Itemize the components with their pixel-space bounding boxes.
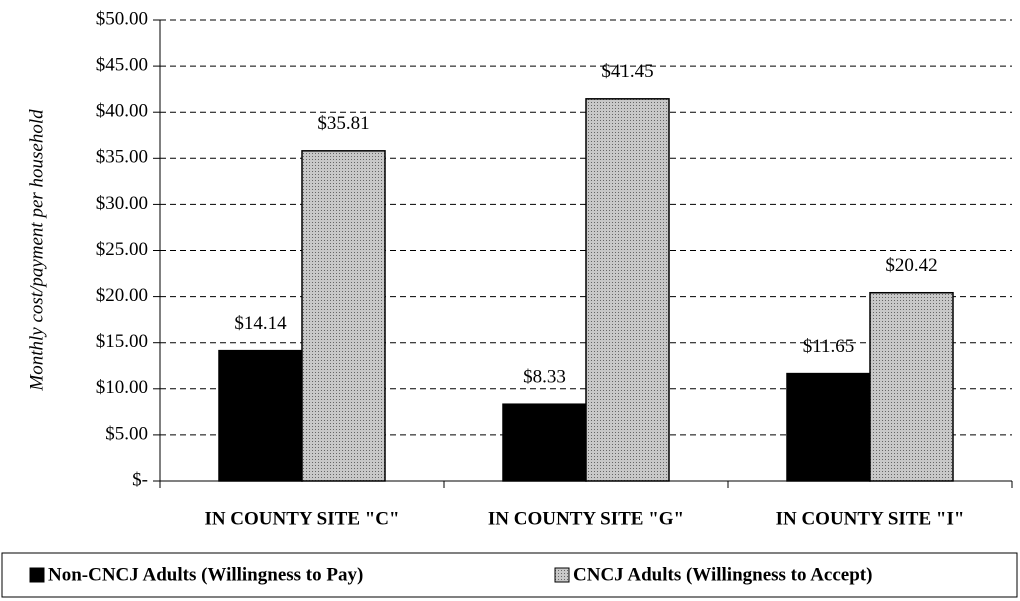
y-tick-label: $45.00 <box>96 54 148 75</box>
value-label: $41.45 <box>601 61 653 82</box>
bar <box>502 403 587 482</box>
y-tick-label: $- <box>132 469 148 490</box>
legend-swatch <box>29 567 45 583</box>
value-label: $8.33 <box>523 367 566 388</box>
y-tick-label: $50.00 <box>96 8 148 29</box>
x-tick-label: IN COUNTY SITE "I" <box>776 508 965 529</box>
value-label: $11.65 <box>803 336 855 357</box>
x-tick-label: IN COUNTY SITE "C" <box>204 508 399 529</box>
legend-swatch <box>554 567 570 583</box>
y-tick-label: $40.00 <box>96 101 148 122</box>
value-label: $35.81 <box>317 113 369 134</box>
bar <box>786 372 871 482</box>
x-tick-label: IN COUNTY SITE "G" <box>488 508 684 529</box>
legend-box <box>1 552 1018 598</box>
bar <box>585 98 670 482</box>
value-label: $14.14 <box>234 313 287 334</box>
bar <box>218 349 303 482</box>
y-tick-label: $35.00 <box>96 147 148 168</box>
y-tick-label: $5.00 <box>105 423 148 444</box>
bar <box>301 150 386 482</box>
y-axis-label: Monthly cost/payment per household <box>26 109 47 392</box>
y-tick-label: $25.00 <box>96 239 148 260</box>
legend-label: Non-CNCJ Adults (Willingness to Pay) <box>48 564 363 585</box>
bar <box>869 291 954 482</box>
legend-label: CNCJ Adults (Willingness to Accept) <box>573 564 872 585</box>
value-label: $20.42 <box>885 255 937 276</box>
y-tick-label: $15.00 <box>96 331 148 352</box>
y-tick-label: $30.00 <box>96 193 148 214</box>
y-tick-label: $20.00 <box>96 285 148 306</box>
y-tick-label: $10.00 <box>96 377 148 398</box>
